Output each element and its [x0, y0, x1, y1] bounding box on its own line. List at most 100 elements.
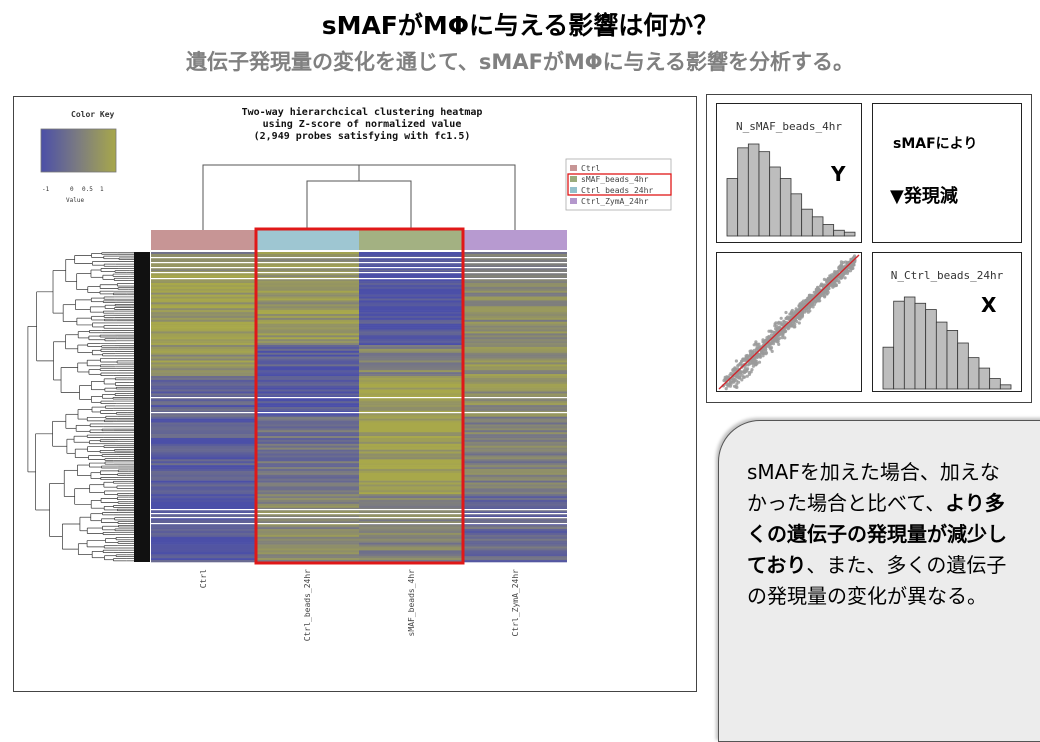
scatter-point: [745, 374, 749, 378]
heatmap-cell: [463, 372, 567, 375]
heatmap-cell: [255, 273, 359, 276]
scatter-point: [820, 283, 824, 287]
scatter-point: [736, 364, 740, 368]
heatmap-cell: [255, 412, 359, 416]
scatter-point: [757, 360, 762, 364]
scatter-point: [836, 269, 840, 274]
scatter-point: [724, 378, 728, 382]
heatmap-cell: [255, 521, 359, 524]
scatter-point: [742, 371, 746, 375]
row-dendrogram: [27, 252, 134, 562]
heatmap-cell: [463, 480, 567, 483]
scatter-point: [728, 380, 732, 384]
heatmap-cell: [359, 381, 463, 385]
heatmap-cell: [255, 296, 359, 299]
heatmap-cell: [463, 360, 567, 363]
heatmap-cell: [255, 453, 359, 456]
heatmap-cell: [463, 523, 567, 526]
heatmap-cell: [359, 488, 463, 491]
heatmap-cell: [463, 345, 567, 348]
summary-emphasis: より多くの遺伝子の発現量が減少しており: [747, 491, 1007, 577]
heatmap-cell: [151, 389, 255, 392]
heatmap-cell: [151, 408, 255, 412]
heatmap-cell: [359, 372, 463, 375]
heatmap-cell: [151, 370, 255, 373]
heatmap-cell: [255, 339, 359, 342]
heatmap-cell: [359, 521, 463, 524]
heatmap-cell: [151, 558, 255, 561]
heatmap-cell: [359, 341, 463, 344]
heatmap-cell: [463, 443, 567, 447]
heatmap-gap: [151, 517, 567, 519]
scatter-point: [754, 359, 758, 363]
key-tick-0: 0: [70, 186, 74, 193]
heatmap-cell: [151, 286, 255, 290]
heatmap-cell: [463, 325, 567, 328]
heatmap-cell: [151, 438, 255, 441]
heatmap-cell: [151, 422, 255, 425]
heatmap-cell: [255, 393, 359, 396]
heatmap-cell: [463, 296, 567, 299]
heatmap-cell: [463, 531, 567, 534]
heatmap-cell: [255, 546, 359, 549]
heatmap-cell: [151, 434, 255, 437]
heatmap-cell: [151, 325, 255, 328]
scatter-point: [841, 273, 845, 277]
heatmap-cell: [463, 527, 567, 530]
heatmap-cell: [255, 354, 359, 357]
heatmap-cell: [255, 300, 359, 303]
heatmap-cell: [151, 306, 255, 309]
heatmap-cell: [359, 542, 463, 545]
heatmap-cell: [463, 558, 567, 561]
scatter-point: [784, 310, 788, 315]
scatter-point: [826, 290, 830, 294]
heatmap-cell: [151, 441, 255, 445]
heatmap-cell: [463, 525, 567, 528]
heatmap-cell: [255, 257, 359, 261]
heatmap-cell: [463, 457, 567, 460]
heatmap-cell: [255, 424, 359, 427]
heatmap-cell: [151, 560, 255, 563]
heatmap-cell: [151, 273, 255, 276]
heatmap-cell: [359, 529, 463, 532]
heatmap-cell: [151, 315, 255, 319]
heatmap-cell: [255, 335, 359, 338]
heatmap-cell: [463, 337, 567, 340]
heatmap-cell: [359, 376, 463, 379]
heatmap-cell: [463, 286, 567, 290]
hist-bar: [843, 231, 856, 237]
heatmap-cell: [359, 457, 463, 460]
heatmap-cell: [359, 253, 463, 257]
scatter-point: [728, 384, 732, 388]
scatter-point: [802, 303, 806, 307]
heatmap-cell: [359, 335, 463, 338]
heatmap-cell: [463, 438, 567, 441]
heatmap-cell: [359, 486, 463, 489]
heatmap-cell: [151, 275, 255, 278]
heatmap-cell: [255, 461, 359, 464]
heatmap-cell: [255, 492, 359, 495]
heatmap-cell: [463, 556, 567, 559]
heatmap-legend: Ctrl sMAF_beads_4hr Ctrl_beads_24hr Ctrl…: [565, 158, 672, 211]
heatmap-cell: [359, 490, 463, 493]
heatmap-cell: [359, 408, 463, 412]
heatmap-cell: [255, 381, 359, 385]
heatmap-cell: [255, 534, 359, 538]
heatmap-cell: [359, 449, 463, 452]
heatmap-cell: [463, 397, 567, 400]
heatmap-cell: [359, 405, 463, 408]
heatmap-cell: [463, 346, 567, 350]
scatter-point: [850, 266, 854, 270]
heatmap-cell: [255, 451, 359, 454]
heatmap-cell: [463, 331, 567, 334]
key-tick-1: 1: [100, 186, 104, 193]
scatter-point: [811, 305, 815, 309]
heatmap-cell: [359, 257, 463, 261]
heatmap-cell: [255, 498, 359, 501]
heatmap-cell: [359, 445, 463, 448]
heatmap-cell: [359, 306, 463, 309]
scatter-point: [728, 373, 732, 377]
heatmap-cell: [463, 529, 567, 532]
heatmap-cell: [255, 554, 359, 557]
heatmap-cell: [151, 426, 255, 429]
